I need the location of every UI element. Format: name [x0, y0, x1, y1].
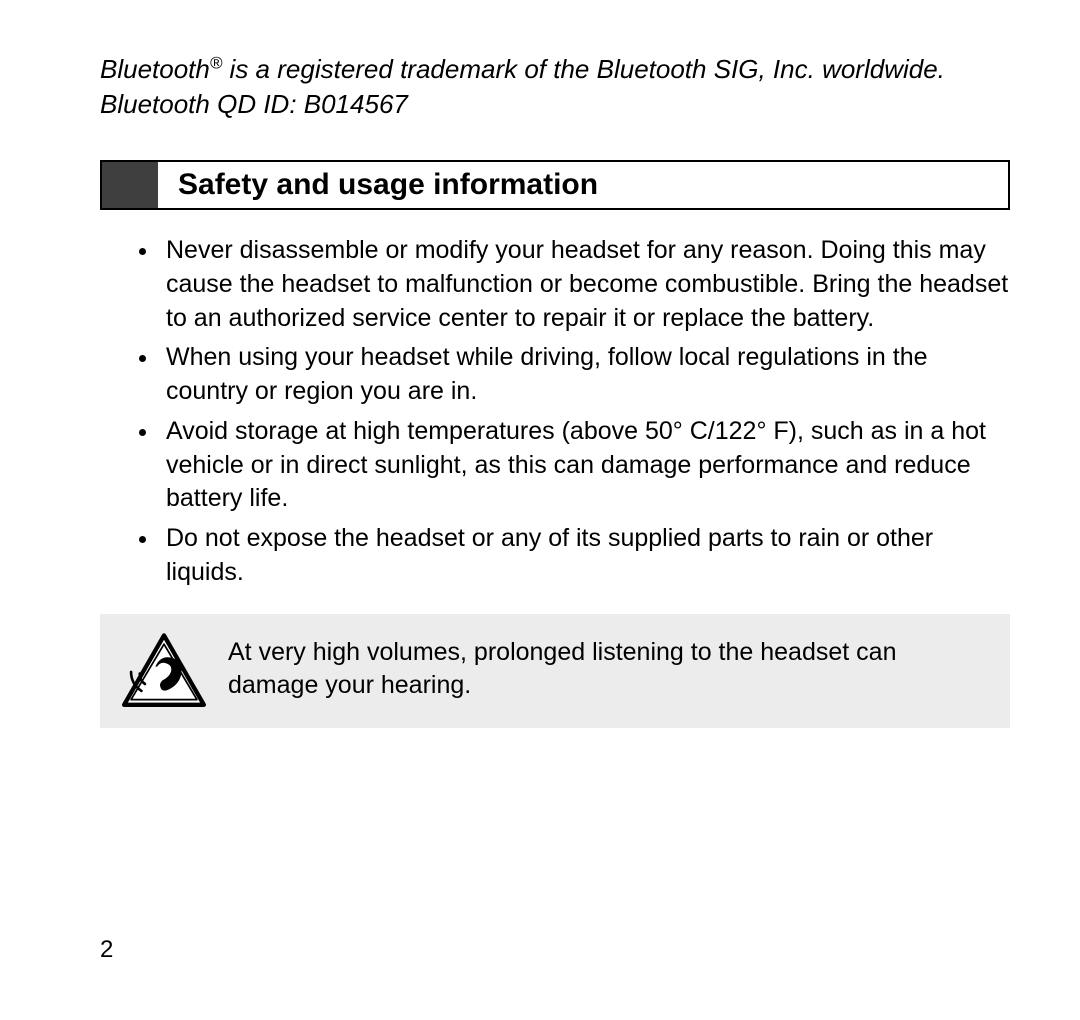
page-number: 2 [100, 936, 113, 964]
hearing-warning-callout: At very high volumes, prolonged listenin… [100, 614, 1010, 728]
list-item: Avoid storage at high temperatures (abov… [160, 415, 1010, 516]
manual-page: Bluetooth® is a registered trademark of … [0, 0, 1080, 728]
safety-bullet-list: Never disassemble or modify your headset… [100, 234, 1010, 590]
trademark-notice: Bluetooth® is a registered trademark of … [100, 52, 1010, 122]
list-item: Never disassemble or modify your headset… [160, 234, 1010, 335]
list-item: When using your headset while driving, f… [160, 341, 1010, 409]
intro-prefix: Bluetooth [100, 54, 210, 84]
section-title: Safety and usage information [102, 162, 1008, 208]
registered-mark: ® [210, 53, 222, 72]
heading-accent-block [102, 162, 158, 208]
intro-rest: is a registered trademark of the Bluetoo… [100, 54, 945, 119]
list-item: Do not expose the headset or any of its … [160, 522, 1010, 590]
warning-text: At very high volumes, prolonged listenin… [228, 632, 990, 704]
section-heading: Safety and usage information [100, 160, 1010, 210]
hearing-damage-warning-icon [120, 632, 208, 710]
